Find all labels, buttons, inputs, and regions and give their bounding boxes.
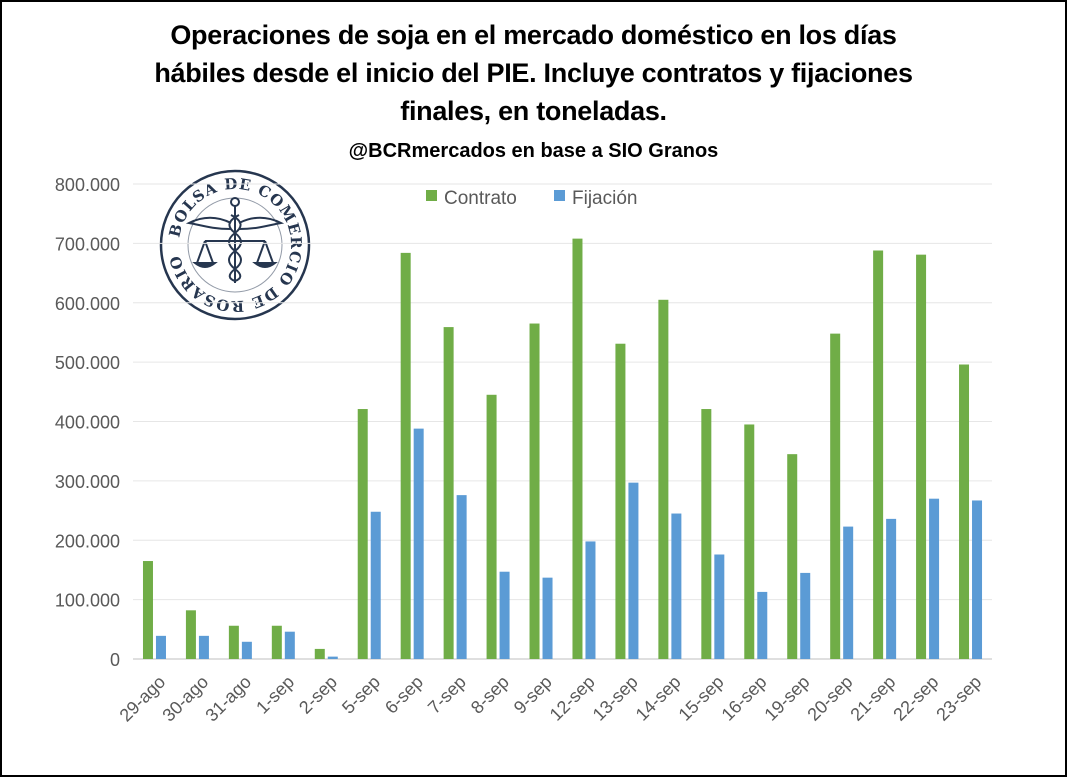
bar-contrato (701, 409, 712, 659)
y-tick-label: 0 (110, 650, 120, 670)
bars (142, 238, 983, 659)
bar-contrato (228, 625, 239, 659)
y-tick-label: 100.000 (55, 591, 120, 611)
x-tick-label: 8-sep (467, 672, 513, 718)
y-tick-label: 300.000 (55, 472, 120, 492)
chart-title-line-3: finales, en toneladas. (400, 96, 667, 126)
x-tick-label: 31-ago (201, 672, 255, 726)
bar-fijacion (800, 572, 811, 659)
bar-contrato (744, 424, 755, 659)
bar-fijacion (843, 526, 854, 659)
x-tick-label: 20-sep (803, 672, 856, 725)
bar-fijacion (198, 635, 209, 659)
bar-fijacion (757, 591, 768, 659)
bar-fijacion (327, 656, 338, 659)
x-tick-label: 29-ago (116, 672, 170, 726)
legend: Contrato Fijación (426, 188, 637, 209)
bar-contrato (443, 327, 454, 659)
bcr-logo: BOLSA DE COMERCIO DE ROSARIO (159, 169, 311, 321)
x-tick-label: 13-sep (589, 672, 642, 725)
bar-contrato (873, 250, 884, 659)
y-tick-label: 500.000 (55, 353, 120, 373)
bar-fijacion (284, 631, 295, 659)
legend-label-fijacion: Fijación (572, 188, 637, 209)
bar-contrato (142, 561, 153, 659)
x-tick-label: 23-sep (932, 672, 985, 725)
bar-contrato (959, 364, 970, 659)
x-tick-label: 1-sep (252, 672, 298, 718)
legend-label-contrato: Contrato (444, 188, 517, 209)
chart-subtitle: @BCRmercados en base a SIO Granos (348, 140, 719, 162)
y-tick-label: 400.000 (55, 413, 120, 433)
bar-fijacion (585, 541, 596, 659)
y-tick-label: 600.000 (55, 294, 120, 314)
x-tick-label: 21-sep (846, 672, 899, 725)
legend-swatch-contrato (426, 190, 437, 201)
chart-title: Operaciones de soja en el mercado domést… (0, 16, 1067, 130)
x-tick-label: 30-ago (158, 672, 212, 726)
y-tick-label: 800.000 (55, 175, 120, 195)
x-tick-label: 14-sep (632, 672, 685, 725)
bar-contrato (314, 648, 325, 659)
y-tick-label: 200.000 (55, 531, 120, 551)
bar-fijacion (241, 641, 252, 659)
x-tick-label: 7-sep (424, 672, 470, 718)
bar-fijacion (929, 498, 940, 659)
bar-fijacion (456, 495, 467, 659)
bar-contrato (916, 254, 927, 659)
x-tick-label: 19-sep (760, 672, 813, 725)
bar-fijacion (671, 513, 682, 659)
bar-contrato (357, 409, 368, 659)
x-tick-label: 12-sep (546, 672, 599, 725)
bar-fijacion (413, 428, 424, 659)
bar-contrato (572, 238, 583, 659)
bar-fijacion (714, 554, 725, 659)
bar-fijacion (499, 571, 510, 659)
bar-contrato (271, 625, 282, 659)
bar-contrato (529, 323, 540, 659)
bar-contrato (185, 610, 196, 659)
bar-contrato (486, 394, 497, 659)
x-tick-label: 15-sep (675, 672, 728, 725)
bar-fijacion (370, 511, 381, 659)
bar-fijacion (886, 518, 897, 659)
bar-contrato (400, 252, 411, 659)
bar-contrato (658, 299, 669, 659)
x-tick-label: 22-sep (889, 672, 942, 725)
chart-title-line-1: Operaciones de soja en el mercado domést… (170, 20, 897, 50)
y-tick-label: 700.000 (55, 234, 120, 254)
bar-fijacion (972, 500, 983, 659)
bar-contrato (830, 333, 841, 659)
bar-contrato (615, 343, 626, 659)
x-tick-label: 5-sep (338, 672, 384, 718)
bar-fijacion (542, 577, 553, 659)
bar-fijacion (628, 482, 639, 659)
x-tick-label: 2-sep (295, 672, 341, 718)
legend-swatch-fijacion (554, 190, 565, 201)
x-tick-label: 16-sep (718, 672, 771, 725)
chart-title-line-2: hábiles desde el inicio del PIE. Incluye… (154, 58, 913, 88)
x-tick-label: 6-sep (381, 672, 427, 718)
bar-fijacion (155, 635, 166, 659)
bar-contrato (787, 454, 798, 659)
